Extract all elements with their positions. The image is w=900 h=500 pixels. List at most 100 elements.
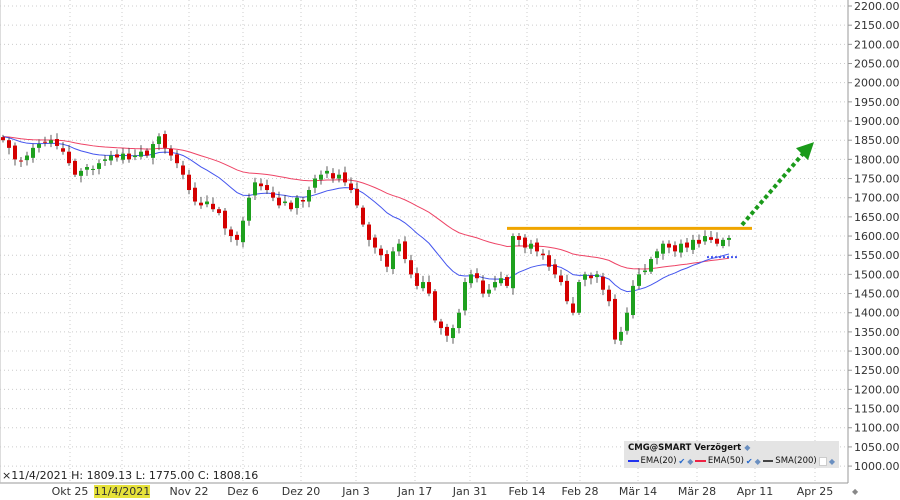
candle-up [205, 201, 209, 205]
candle-up [595, 274, 599, 278]
y-tick-label: 1250.00 [854, 364, 900, 377]
candle-up [577, 282, 581, 313]
ohlc-text: 11/4/2021 H: 1809.13 L: 1775.00 C: 1808.… [11, 469, 259, 482]
y-tick-label: 1800.00 [854, 153, 900, 166]
candle-down [355, 188, 359, 206]
candle-down [379, 248, 383, 256]
sma200-settings-icon[interactable]: ◆ [828, 456, 836, 466]
candle-down [199, 202, 203, 206]
candle-down [439, 321, 443, 329]
candle-down [13, 145, 17, 160]
candle-down [409, 260, 413, 275]
candle-up [463, 282, 467, 311]
candle-down [55, 139, 59, 146]
candle-down [235, 234, 239, 240]
x-tick-label: Jan 31 [452, 485, 487, 498]
candle-up [451, 328, 455, 339]
x-tick-label: 11/4/2021 [94, 485, 150, 498]
candle-up [397, 243, 401, 252]
candle-up [85, 167, 89, 170]
candle-up [295, 197, 299, 209]
candle-down [373, 237, 377, 248]
candle-up [421, 282, 425, 289]
close-marker-icon[interactable]: × [2, 469, 12, 482]
x-tick-label: Nov 22 [170, 485, 209, 498]
sma200-swatch [762, 460, 774, 462]
y-tick-label: 1600.00 [854, 230, 900, 243]
candle-down [589, 275, 593, 279]
candle-up [157, 136, 161, 145]
y-tick-label: 1500.00 [854, 268, 900, 281]
candle-down [43, 141, 47, 143]
y-tick-label: 2100.00 [854, 38, 900, 51]
candle-up [457, 312, 461, 329]
candle-down [211, 203, 215, 210]
x-tick-label: Dez 6 [227, 485, 259, 498]
y-tick-label: 1350.00 [854, 326, 900, 339]
highlighted-date-bg [94, 485, 150, 498]
candle-up [703, 236, 707, 242]
sma200-checkbox[interactable] [818, 456, 827, 466]
candle-up [253, 182, 257, 196]
candle-down [61, 148, 65, 152]
legend-sma200: SMA(200) [775, 456, 817, 466]
x-tick-label: Dez 20 [282, 485, 321, 498]
ema50-swatch [695, 460, 706, 462]
x-tick-label: Mär 28 [678, 485, 716, 498]
legend-ema50: EMA(50) [707, 456, 744, 466]
candle-up [337, 174, 341, 179]
x-tick-label: Feb 14 [509, 485, 546, 498]
candle-down [229, 229, 233, 237]
candle-down [1, 137, 5, 141]
ema20-check-icon[interactable]: ✔ [678, 456, 686, 466]
y-tick-label: 1050.00 [854, 441, 900, 454]
candle-up [25, 155, 29, 161]
candle-up [529, 243, 533, 249]
y-tick-label: 1950.00 [854, 96, 900, 109]
candle-up [31, 147, 35, 158]
candle-down [433, 291, 437, 321]
candle-up [583, 274, 587, 280]
ema50-line [2, 136, 730, 270]
candle-down [277, 197, 281, 206]
y-tick-label: 2150.00 [854, 19, 900, 32]
candle-up [391, 251, 395, 270]
x-tick-label: Mär 14 [619, 485, 657, 498]
ema20-settings-icon[interactable]: ◆ [687, 456, 694, 466]
candle-up [97, 163, 101, 169]
candle-up [727, 237, 731, 240]
y-tick-label: 1200.00 [854, 383, 900, 396]
candle-down [673, 245, 677, 252]
candle-up [37, 144, 41, 148]
candle-up [637, 274, 641, 286]
y-tick-label: 1400.00 [854, 307, 900, 320]
candle-up [511, 236, 515, 289]
candle-up [139, 151, 143, 157]
y-tick-label: 1000.00 [854, 460, 900, 473]
candle-down [187, 174, 191, 191]
candle-down [565, 280, 569, 302]
candle-down [67, 151, 71, 164]
x-tick-label: Apr 25 [797, 485, 834, 498]
candle-up [625, 312, 629, 331]
candle-down [667, 243, 671, 248]
ema50-check-icon[interactable]: ✔ [745, 456, 753, 466]
candle-up [691, 239, 695, 250]
candle-up [151, 144, 155, 158]
candle-up [721, 239, 725, 247]
legend-ema20: EMA(20) [640, 456, 677, 466]
legend-title: CMG@SMART Verzögert [628, 443, 742, 453]
candle-up [649, 259, 653, 272]
y-tick-label: 1900.00 [854, 115, 900, 128]
candle-up [655, 251, 659, 258]
settings-diamond-icon[interactable]: ◆ [744, 443, 751, 452]
axis-corner-icon: ◆ [852, 487, 859, 496]
candle-down [547, 255, 551, 267]
candle-up [643, 270, 647, 273]
candle-down [607, 289, 611, 302]
candle-up [307, 190, 311, 202]
candle-down [601, 276, 605, 290]
ema50-settings-icon[interactable]: ◆ [754, 456, 761, 466]
